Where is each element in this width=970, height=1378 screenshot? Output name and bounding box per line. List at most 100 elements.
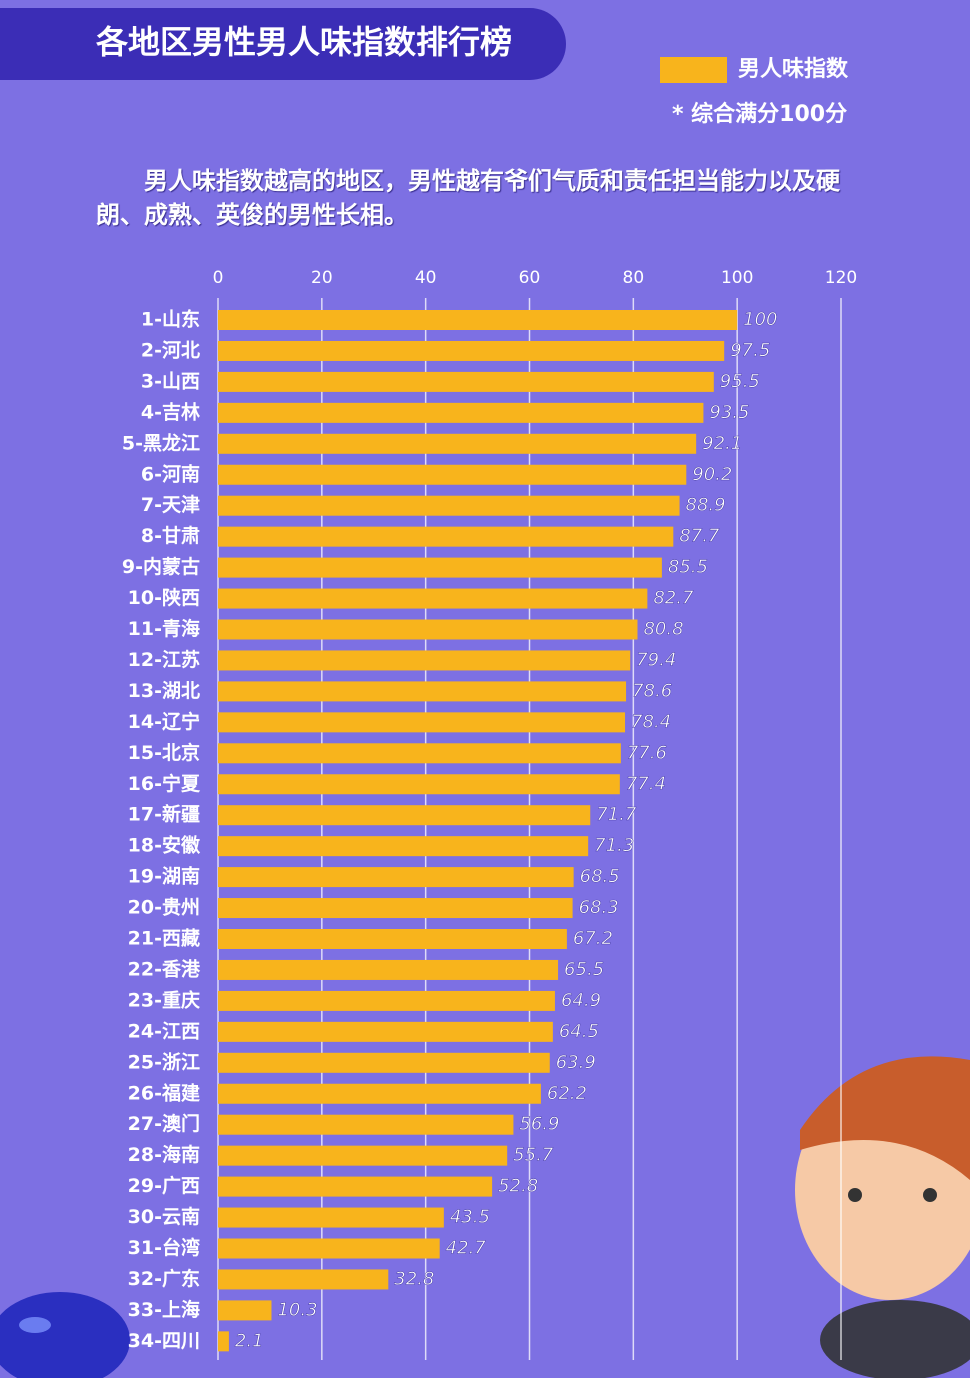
bar [218,371,714,392]
title-banner [0,8,566,80]
y-tick-label: 7-天津 [141,493,200,516]
bar [218,557,662,578]
x-tick-label: 60 [519,268,541,288]
bar [218,1207,444,1228]
bar [218,1145,508,1166]
note: * 综合满分100分 [672,101,847,127]
value-label: 78.4 [631,711,671,732]
bar [218,1083,541,1104]
bar [218,805,591,826]
value-label: 64.5 [559,1021,599,1042]
bar [218,340,725,361]
y-tick-label: 12-江苏 [128,648,200,671]
bar [218,867,574,888]
bar [218,743,621,764]
value-label: 97.5 [730,340,770,361]
y-tick-label: 10-陕西 [128,586,200,609]
bar [218,774,620,795]
bar [218,681,627,702]
value-label: 55.7 [513,1145,554,1166]
bar [218,1176,493,1197]
chart-title: 各地区男性男人味指数排行榜 [96,23,512,61]
subtitle: 男人味指数越高的地区，男性越有爷们气质和责任担当能力以及硬朗、成熟、英俊的男性长… [96,167,840,229]
value-label: 95.5 [720,371,760,392]
value-label: 64.9 [561,990,601,1011]
value-label: 52.8 [498,1176,538,1197]
value-label: 68.5 [580,866,620,887]
bar [218,929,567,949]
y-tick-label: 11-青海 [128,617,200,640]
cartoon-hair [800,1056,970,1180]
value-label: 77.6 [627,742,667,763]
y-tick-label: 19-湖南 [128,866,200,888]
y-tick-label: 22-香港 [128,958,201,980]
bar [218,526,674,547]
bar [218,588,648,609]
value-label: 80.8 [643,619,683,640]
y-tick-label: 1-山东 [141,308,200,331]
y-tick-label: 2-河北 [141,339,200,361]
y-tick-label: 8-甘肃 [141,524,200,547]
x-tick-label: 80 [623,268,645,288]
x-tick-label: 100 [721,268,753,288]
y-tick-label: 18-安徽 [128,834,201,857]
y-tick-label: 14-辽宁 [128,710,200,733]
y-tick-label: 24-江西 [128,1020,200,1042]
bar [218,959,559,980]
bar [218,1021,553,1042]
y-tick-label: 9-内蒙古 [122,555,200,578]
bar [218,1052,550,1073]
y-tick-label: 4-吉林 [141,400,200,423]
bar [218,619,638,640]
value-label: 93.5 [709,402,749,423]
value-label: 2.1 [235,1330,264,1351]
y-tick-label: 17-新疆 [128,803,200,826]
value-label: 79.4 [636,649,676,670]
x-tick-label: 40 [415,268,437,288]
value-label: 78.6 [632,680,672,701]
x-tick-label: 0 [213,268,224,288]
cartoon-eye [923,1188,937,1202]
value-label: 88.9 [686,495,726,516]
y-tick-label: 20-贵州 [128,897,200,919]
y-tick-label: 29-广西 [128,1174,200,1197]
legend-label: 男人味指数 [738,56,849,82]
y-tick-label: 31-台湾 [128,1236,200,1259]
cartoon-hair [820,1300,970,1378]
y-tick-label: 28-海南 [128,1143,200,1166]
legend-swatch [660,57,727,83]
bar [218,1331,229,1352]
value-label: 10.3 [277,1299,317,1320]
y-tick-label: 30-云南 [128,1206,200,1228]
value-label: 32.8 [394,1268,434,1289]
bar [218,836,589,857]
value-label: 100 [743,309,777,330]
bar [218,1300,272,1321]
value-label: 71.3 [594,835,634,856]
value-label: 43.5 [450,1207,490,1228]
bar [218,310,738,330]
value-label: 65.5 [564,959,604,980]
value-label: 87.7 [679,526,720,547]
value-label: 90.2 [692,464,732,485]
bar [218,402,704,423]
value-label: 92.1 [702,433,742,454]
x-tick-label: 20 [311,268,333,288]
bar [218,433,697,454]
cartoon-hair [0,1292,130,1378]
value-label: 42.7 [446,1238,487,1259]
bar [218,1114,514,1135]
y-tick-label: 15-北京 [128,741,200,764]
y-tick-label: 27-澳门 [128,1112,200,1135]
value-label: 67.2 [573,928,613,949]
bar [218,712,626,733]
bar [218,1238,440,1259]
y-tick-label: 26-福建 [128,1081,200,1104]
y-tick-label: 23-重庆 [128,988,200,1011]
value-label: 85.5 [668,557,708,578]
y-tick-label: 21-西藏 [128,927,200,950]
y-tick-label: 25-浙江 [128,1050,200,1073]
y-tick-label: 33-上海 [128,1298,200,1321]
value-label: 82.7 [653,588,694,609]
